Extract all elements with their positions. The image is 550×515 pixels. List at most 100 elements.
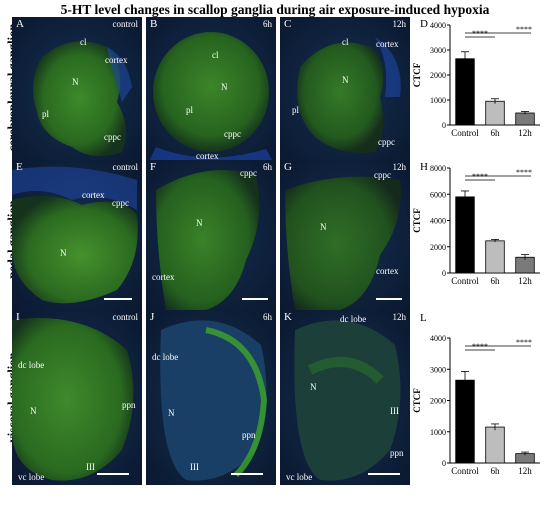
x-tick-label: 12h: [518, 466, 532, 476]
bar-control: [455, 379, 475, 464]
panel-time-e: control: [112, 162, 139, 172]
label-g-n: N: [320, 222, 327, 232]
panel-time-j: 6h: [263, 312, 272, 322]
micrograph-f-image: [146, 160, 276, 310]
panel-time-g: 12h: [392, 162, 407, 172]
micrograph-panel-a: A control cl N pl cppc cortex: [12, 17, 142, 167]
label-b-pl: pl: [186, 105, 194, 115]
panel-letter-f: F: [150, 161, 157, 173]
label-c-cl: cl: [342, 37, 349, 47]
label-i-ppn: ppn: [122, 400, 136, 410]
micrograph-panel-k: K 12h dc lobe N III ppn vc lobe: [280, 310, 410, 485]
label-c-n: N: [342, 75, 349, 85]
significance-label: ****: [472, 172, 488, 181]
micrograph-panel-j: J 6h dc lobe N ppn III: [146, 310, 276, 485]
label-k-dc-lobe: dc lobe: [340, 314, 367, 324]
bar-chart-h: 0 2000 4000 6000 8000 CTCF Control 6h 12h **** ***…: [412, 164, 540, 286]
scale-bar-f: [242, 298, 268, 300]
label-b-cppc: cppc: [224, 129, 241, 139]
x-tick-label: 6h: [491, 466, 501, 476]
label-e-cppc: cppc: [112, 198, 129, 208]
panel-time-k: 12h: [392, 312, 407, 322]
figure-title: 5-HT level changes in scallop ganglia du…: [60, 2, 490, 17]
y-axis-label: CTCF: [412, 62, 422, 87]
panel-letter-k: K: [284, 311, 292, 323]
significance-label: ****: [516, 168, 532, 177]
label-j-iii: III: [190, 462, 199, 472]
y-axis-label: CTCF: [412, 388, 422, 413]
panel-time-c: 12h: [392, 19, 407, 29]
micrograph-panel-b: B 6h cl N pl cppc cortex: [146, 17, 276, 167]
label-i-vc-lobe: vc lobe: [18, 472, 45, 482]
panel-letter-i: I: [16, 311, 20, 323]
label-b-cortex: cortex: [196, 151, 219, 161]
label-k-vc-lobe: vc lobe: [286, 472, 313, 482]
y-tick-label: 0: [442, 121, 446, 130]
y-tick-label: 4000: [430, 217, 446, 226]
bar-12h: [515, 112, 535, 126]
label-i-iii: III: [86, 462, 95, 472]
scale-bar-e: [104, 298, 132, 300]
micrograph-panel-c: C 12h cl N pl cortex cppc: [280, 17, 410, 167]
bar-chart-d: 0 1000 2000 3000 4000 CTCF Control 6h 12h **** ***…: [412, 21, 540, 138]
label-g-cortex: cortex: [376, 266, 399, 276]
micrograph-panel-g: G 12h cppc N cortex: [280, 160, 410, 310]
label-a-n: N: [72, 77, 79, 87]
scale-bar-j: [231, 473, 263, 475]
panel-letter-c: C: [284, 18, 292, 30]
x-tick-label: 6h: [491, 276, 501, 286]
panel-time-f: 6h: [263, 162, 272, 172]
label-a-cortex: cortex: [105, 55, 128, 65]
label-k-n: N: [310, 382, 317, 392]
label-a-pl: pl: [42, 109, 50, 119]
y-tick-label: 2000: [430, 71, 446, 80]
micrograph-panel-f: F 6h cppc N cortex: [146, 160, 276, 310]
y-tick-label: 8000: [430, 164, 446, 173]
label-f-cortex: cortex: [152, 272, 175, 282]
label-i-n: N: [30, 406, 37, 416]
label-f-n: N: [196, 218, 203, 228]
significance-label: ****: [516, 25, 532, 34]
micrograph-b-image: [146, 17, 276, 167]
label-c-cortex: cortex: [376, 39, 399, 49]
label-k-ppn: ppn: [390, 448, 404, 458]
y-tick-label: 0: [442, 269, 446, 278]
y-tick-label: 4000: [430, 334, 446, 343]
panel-letter-b: B: [150, 18, 158, 30]
bar-control: [455, 58, 475, 126]
panel-time-b: 6h: [263, 19, 272, 29]
x-tick-label: 12h: [518, 128, 532, 138]
micrograph-c-image: [280, 17, 410, 167]
bar-6h: [485, 426, 505, 464]
panel-letter-e: E: [16, 161, 23, 173]
label-k-iii: III: [390, 406, 399, 416]
panel-letter-a: A: [16, 18, 24, 30]
significance-label: ****: [472, 29, 488, 38]
label-a-cl: cl: [80, 37, 87, 47]
scale-bar-i: [97, 473, 129, 475]
significance-label: ****: [472, 342, 488, 351]
panel-time-i: control: [112, 312, 139, 322]
y-tick-label: 2000: [430, 397, 446, 406]
bar-control: [455, 196, 475, 274]
panel-time-a: control: [112, 19, 139, 29]
micrograph-g-image: [280, 160, 410, 310]
y-tick-label: 3000: [430, 46, 446, 55]
y-tick-label: 3000: [430, 365, 446, 374]
micrograph-panel-i: I control dc lobe N ppn III vc lobe: [12, 310, 142, 485]
label-j-n: N: [168, 408, 175, 418]
label-b-n: N: [221, 82, 228, 92]
label-j-ppn: ppn: [242, 430, 256, 440]
significance-label: ****: [516, 338, 532, 347]
panel-letter-l: L: [420, 312, 427, 324]
label-j-dc-lobe: dc lobe: [152, 352, 179, 362]
label-i-dc-lobe: dc lobe: [18, 360, 45, 370]
micrograph-e-image: [12, 160, 142, 310]
label-g-cppc: cppc: [374, 170, 391, 180]
x-tick-label: Control: [451, 128, 479, 138]
micrograph-panel-e: E control cortex cppc N: [12, 160, 142, 310]
panel-letter-h: H: [420, 161, 428, 173]
bar-6h: [485, 240, 505, 274]
label-e-n: N: [60, 248, 67, 258]
label-a-cppc: cppc: [104, 132, 121, 142]
